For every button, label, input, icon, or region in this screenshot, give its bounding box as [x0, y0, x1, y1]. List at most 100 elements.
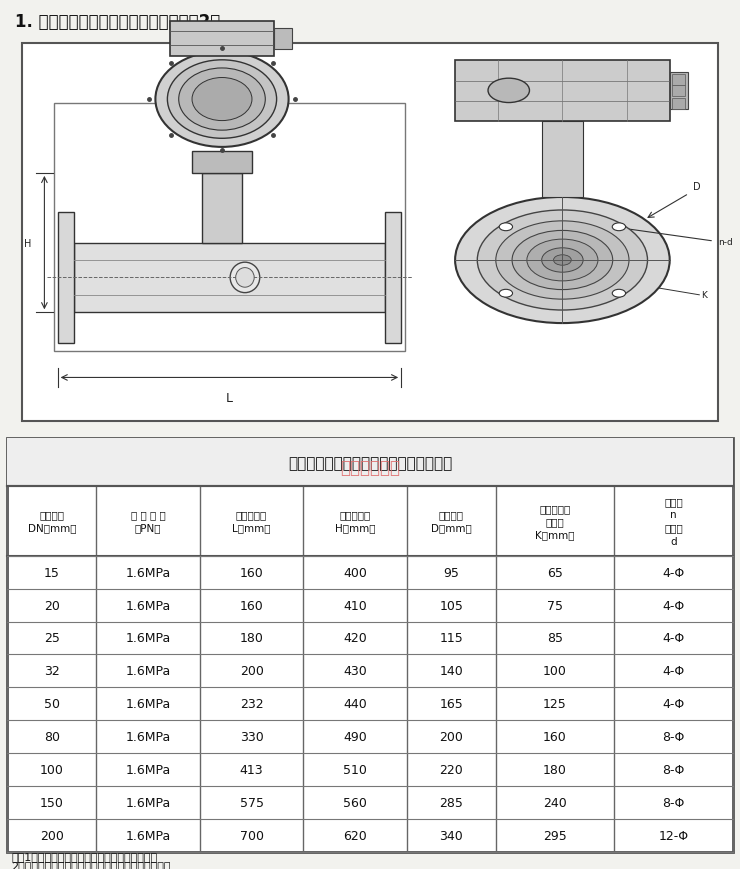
Bar — [672, 75, 685, 86]
Text: 1.6MPa: 1.6MPa — [125, 566, 171, 579]
Text: 注：1、上表所有数据仅基于标准型旋进流量计；: 注：1、上表所有数据仅基于标准型旋进流量计； — [11, 851, 157, 861]
Text: 法兰外径
D（mm）: 法兰外径 D（mm） — [431, 510, 472, 533]
Text: 295: 295 — [543, 829, 567, 842]
Text: 400: 400 — [343, 566, 367, 579]
Text: 420: 420 — [343, 632, 367, 645]
Text: 安装总长度
L（mm）: 安装总长度 L（mm） — [232, 510, 271, 533]
Text: 50: 50 — [44, 698, 60, 710]
Text: 115: 115 — [440, 632, 463, 645]
Text: 4-Φ: 4-Φ — [662, 632, 685, 645]
Text: 4-Φ: 4-Φ — [662, 566, 685, 579]
Text: 1. 铝合金壳体旋进流量计外形尺寸（表2）: 1. 铝合金壳体旋进流量计外形尺寸（表2） — [15, 13, 220, 31]
Circle shape — [527, 240, 598, 282]
Text: 232: 232 — [240, 698, 263, 710]
Text: 200: 200 — [240, 665, 263, 678]
Text: 160: 160 — [543, 730, 567, 743]
Circle shape — [554, 255, 571, 266]
Text: 压 力 等 级
（PN）: 压 力 等 级 （PN） — [131, 510, 165, 533]
Circle shape — [500, 223, 513, 231]
Text: n-d: n-d — [718, 237, 733, 246]
Text: 330: 330 — [240, 730, 263, 743]
Text: H: H — [24, 238, 32, 249]
FancyBboxPatch shape — [192, 152, 252, 174]
Text: 公称通径
DN（mm）: 公称通径 DN（mm） — [27, 510, 76, 533]
Text: 140: 140 — [440, 665, 463, 678]
FancyBboxPatch shape — [7, 439, 733, 852]
Text: 125: 125 — [543, 698, 567, 710]
Text: 220: 220 — [440, 763, 463, 776]
Circle shape — [612, 290, 625, 298]
Text: 700: 700 — [240, 829, 263, 842]
Text: 1.6MPa: 1.6MPa — [125, 730, 171, 743]
Ellipse shape — [230, 262, 260, 294]
Ellipse shape — [155, 52, 289, 148]
Text: 1.6MPa: 1.6MPa — [125, 665, 171, 678]
Text: 8-Φ: 8-Φ — [662, 796, 685, 809]
Ellipse shape — [236, 269, 255, 288]
Text: 螺栓孔
n
螺栓孔
d: 螺栓孔 n 螺栓孔 d — [664, 496, 683, 547]
Text: 1.6MPa: 1.6MPa — [125, 763, 171, 776]
Text: 铝合金壳体旋进流量计外形及安装尺寸表: 铝合金壳体旋进流量计外形及安装尺寸表 — [288, 455, 452, 470]
Bar — [672, 98, 685, 109]
Text: 510: 510 — [343, 763, 367, 776]
Text: 430: 430 — [343, 665, 367, 678]
Text: 100: 100 — [40, 763, 64, 776]
Ellipse shape — [167, 61, 277, 139]
Ellipse shape — [179, 69, 266, 131]
Text: 340: 340 — [440, 829, 463, 842]
Text: 160: 160 — [240, 566, 263, 579]
Text: 1.6MPa: 1.6MPa — [125, 796, 171, 809]
Ellipse shape — [192, 78, 252, 122]
Text: 200: 200 — [440, 730, 463, 743]
Text: 4-Φ: 4-Φ — [662, 665, 685, 678]
Text: 4-Φ: 4-Φ — [662, 698, 685, 710]
Text: 165: 165 — [440, 698, 463, 710]
Text: 12-Φ: 12-Φ — [659, 829, 688, 842]
Text: 1.6MPa: 1.6MPa — [125, 698, 171, 710]
Text: 15: 15 — [44, 566, 60, 579]
Text: 1.6MPa: 1.6MPa — [125, 829, 171, 842]
Bar — [542, 122, 583, 197]
Circle shape — [477, 210, 648, 310]
Text: 490: 490 — [343, 730, 367, 743]
Circle shape — [455, 197, 670, 323]
Bar — [672, 86, 685, 96]
Text: 2、与表中不同的压力和口径为特殊规格，特殊说明；: 2、与表中不同的压力和口径为特殊规格，特殊说明； — [11, 859, 171, 869]
Text: 8-Φ: 8-Φ — [662, 763, 685, 776]
Circle shape — [496, 222, 629, 300]
Text: 65: 65 — [547, 566, 563, 579]
Text: 4-Φ: 4-Φ — [662, 599, 685, 612]
Circle shape — [512, 231, 613, 290]
Text: 575: 575 — [240, 796, 263, 809]
Text: 150: 150 — [40, 796, 64, 809]
Text: 105: 105 — [440, 599, 463, 612]
Bar — [274, 29, 292, 50]
Text: 85: 85 — [547, 632, 563, 645]
Circle shape — [500, 290, 513, 298]
Text: 80: 80 — [44, 730, 60, 743]
Text: 安装总高度
H（mm）: 安装总高度 H（mm） — [335, 510, 375, 533]
Text: 240: 240 — [543, 796, 567, 809]
Text: 560: 560 — [343, 796, 367, 809]
Text: 620: 620 — [343, 829, 367, 842]
Text: 8-Φ: 8-Φ — [662, 730, 685, 743]
FancyBboxPatch shape — [22, 43, 718, 421]
Text: 75: 75 — [547, 599, 563, 612]
FancyBboxPatch shape — [455, 61, 670, 122]
Text: L: L — [226, 391, 233, 404]
Text: 20: 20 — [44, 599, 60, 612]
Text: K: K — [702, 291, 707, 300]
Circle shape — [612, 223, 625, 231]
Text: 1.6MPa: 1.6MPa — [125, 632, 171, 645]
Text: 1.6MPa: 1.6MPa — [125, 599, 171, 612]
Circle shape — [542, 249, 583, 273]
Text: 410: 410 — [343, 599, 367, 612]
Bar — [670, 73, 688, 109]
Text: 32: 32 — [44, 665, 60, 678]
Text: 螺栓孔中心
圆直径
K（mm）: 螺栓孔中心 圆直径 K（mm） — [535, 503, 575, 540]
Text: 95: 95 — [443, 566, 460, 579]
FancyBboxPatch shape — [170, 22, 274, 56]
Text: 180: 180 — [240, 632, 263, 645]
Text: 180: 180 — [543, 763, 567, 776]
Text: 160: 160 — [240, 599, 263, 612]
